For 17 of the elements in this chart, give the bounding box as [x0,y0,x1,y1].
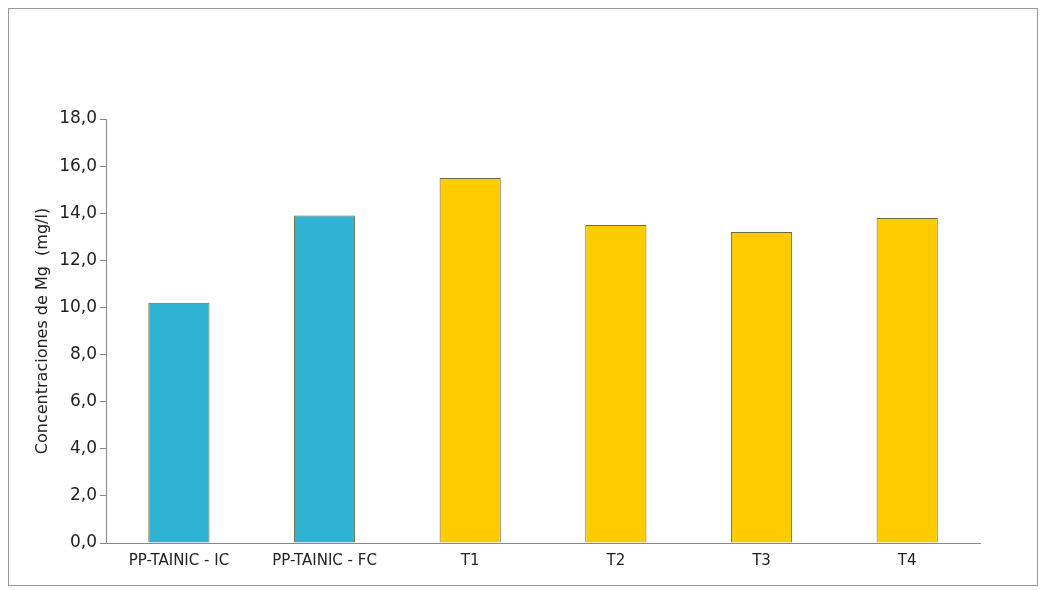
y-axis-title: Concentraciones de Mg (mg/l) [31,207,51,455]
x-tick-label: T1 [459,550,480,569]
y-tick-label: 4,0 [70,437,98,458]
y-tick-label: 8,0 [70,342,98,363]
x-tick-label: PP-TAINIC - FC [272,550,377,569]
y-tick-label: 14,0 [59,201,98,222]
y-tick-label: 2,0 [70,484,98,505]
y-tick-label: 0,0 [70,531,98,552]
x-tick-label: T2 [605,550,626,569]
y-tick-label: 16,0 [59,154,98,175]
y-tick-label: 18,0 [59,107,98,128]
x-tick-label: PP-TAINIC - IC [128,550,230,569]
y-tick-label: 12,0 [59,248,98,269]
y-tick-label: 6,0 [70,390,98,411]
x-tick-label: T4 [896,550,917,569]
y-tick-label: 10,0 [59,295,98,316]
x-tick-label: T3 [751,550,771,569]
